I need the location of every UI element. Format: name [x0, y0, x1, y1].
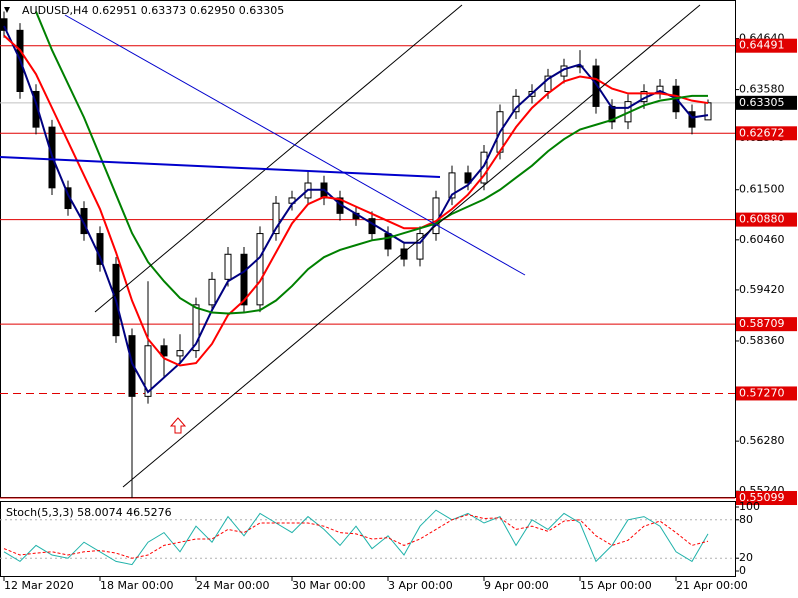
- y-tick-label: 0.61500: [739, 183, 785, 196]
- x-tick-label: 21 Apr 00:00: [676, 579, 748, 592]
- stoch-line: [3, 509, 709, 566]
- stoch-panel-border: [0, 501, 736, 577]
- stoch-title: Stoch(5,3,3) 58.0074 46.5276: [6, 506, 172, 519]
- level-label-box: [736, 38, 797, 53]
- level-label: 0.64491: [739, 39, 785, 52]
- candle-body: [160, 345, 168, 357]
- y-tick-label: 0.63580: [739, 83, 785, 96]
- moving-average: [3, 34, 709, 367]
- y-tick-label: 0.59420: [739, 283, 785, 296]
- x-tick-label: 9 Apr 00:00: [484, 579, 549, 592]
- y-tick-label: 0.58360: [739, 334, 785, 347]
- x-tick-label: 12 Mar 2020: [4, 579, 74, 592]
- x-tick-label: 30 Mar 00:00: [292, 579, 365, 592]
- candle-body: [224, 253, 232, 280]
- candle-body: [256, 233, 264, 306]
- candle-body: [208, 278, 216, 306]
- x-tick-label: 3 Apr 00:00: [388, 579, 453, 592]
- stoch-line: [3, 514, 709, 559]
- candle-body: [176, 350, 184, 357]
- level-label: 0.62672: [739, 126, 785, 139]
- level-label-box: [736, 212, 797, 227]
- level-label: 0.58709: [739, 317, 785, 330]
- level-label: 0.60880: [739, 213, 785, 226]
- level-label-box: [736, 317, 797, 332]
- candle-body: [416, 233, 424, 260]
- candle-body: [688, 111, 696, 128]
- candle-body: [464, 172, 472, 184]
- x-tick-label: 15 Apr 00:00: [580, 579, 652, 592]
- candle-body: [448, 172, 456, 199]
- level-label-box: [736, 126, 797, 141]
- x-tick-label: 24 Mar 00:00: [196, 579, 269, 592]
- candle-body: [0, 18, 8, 31]
- trend-lines: [0, 4, 701, 488]
- main-panel-border: [0, 0, 736, 498]
- candle-body: [128, 335, 136, 397]
- candle-body: [32, 91, 40, 128]
- y-tick-label: 80: [739, 513, 753, 526]
- level-label-box: [736, 491, 797, 506]
- channel-lower: [122, 4, 701, 488]
- candle-body: [80, 208, 88, 235]
- candle-body: [144, 345, 152, 397]
- level-label-box: [736, 386, 797, 401]
- y-tick-label: 0.60460: [739, 233, 785, 246]
- last-price-box: [736, 95, 797, 110]
- candle-body: [272, 202, 280, 235]
- level-label: 0.57270: [739, 386, 785, 399]
- candle-body: [192, 304, 200, 352]
- candle-body: [480, 151, 488, 184]
- level-label: 0.55099: [739, 491, 785, 504]
- y-tick-label: 0.56280: [739, 434, 785, 447]
- arrow-up-icon: [169, 417, 187, 434]
- y-tick-label: 20: [739, 551, 753, 564]
- main-panel: 0.646400.635800.625700.615000.604600.594…: [0, 11, 797, 592]
- candle-body: [592, 65, 600, 107]
- channel-upper: [94, 4, 463, 313]
- x-tick-label: 18 Mar 00:00: [100, 579, 173, 592]
- candle-body: [544, 75, 552, 93]
- trend-line-bold: [0, 156, 441, 178]
- y-tick-label: 100: [739, 500, 760, 513]
- candle-body: [432, 197, 440, 235]
- candle-body: [368, 218, 376, 235]
- moving-average: [35, 11, 708, 315]
- candle-body: [240, 253, 248, 306]
- trend-line: [64, 14, 526, 276]
- symbol-icon: [4, 7, 10, 13]
- candle-body: [704, 102, 712, 121]
- last-price-label: 0.63305: [739, 96, 785, 109]
- chart-title: AUDUSD,H4 0.62951 0.63373 0.62950 0.6330…: [22, 4, 284, 17]
- y-tick-label: 0: [739, 564, 746, 577]
- candle-body: [384, 233, 392, 250]
- candle-body: [400, 248, 408, 260]
